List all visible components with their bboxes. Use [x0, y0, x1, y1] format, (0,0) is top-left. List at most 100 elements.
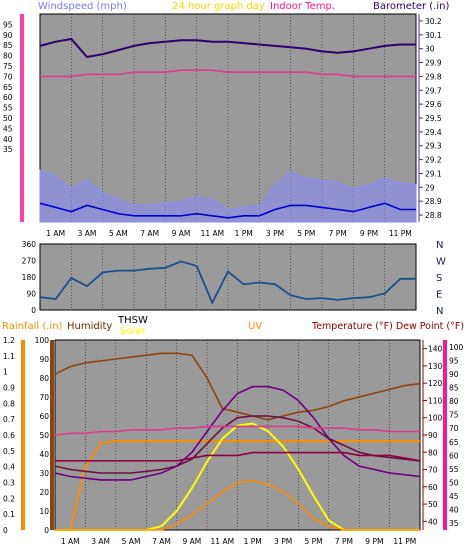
top-x-tick-label: 9 AM [172, 229, 191, 238]
top-x-tick-label: 5 AM [109, 229, 128, 238]
bottom-x-tick-label: 1 AM [61, 537, 80, 546]
temperature-tick-label: 90 [428, 431, 438, 440]
top-x-tick-label: 11 AM [201, 229, 225, 238]
thsw-label: THSW [117, 315, 148, 326]
top-plot-background [39, 13, 417, 223]
temperature-line [54, 415, 421, 474]
windspeed-tick-label: 90 [3, 31, 13, 40]
bottom-x-tick-label: 7 AM [152, 537, 171, 546]
barometer-axis-label: Barometer (.in) [373, 1, 449, 12]
barometer-tick-label: 29.8 [425, 72, 442, 81]
barometer-tick-label: 29.5 [425, 114, 442, 123]
dew-point-tick-label: 40 [449, 506, 459, 515]
dew-point-ticks: 35 40 45 50 55 60 65 70 75 80 85 90 95 100 [449, 343, 464, 528]
rainfall-tick-label: 0.3 [3, 479, 15, 488]
humidity-tick-label: 50 [39, 431, 49, 440]
humidity-axis-label: Humidity [67, 321, 112, 332]
barometer-tick-label: 30 [425, 45, 435, 54]
bottom-x-tick-label: 5 AM [122, 537, 141, 546]
bottom-series [54, 352, 421, 531]
top-x-tick-label: 11 PM [389, 229, 412, 238]
uv-line [55, 479, 420, 531]
bottom-x-tick-label: 3 AM [91, 537, 110, 546]
barometer-in-line [39, 37, 416, 59]
dew-point-tick-label: 50 [449, 479, 459, 488]
bottom-x-tick-label: 1 PM [244, 537, 262, 546]
rainfall-line [55, 440, 420, 531]
top-x-tick-label: 3 AM [78, 229, 97, 238]
temperature-tick-label: 100 [428, 414, 443, 423]
rainfall-tick-label: 0.9 [3, 384, 15, 393]
temp-dew-axis-label: Temperature (°F) Dew Point (°F) [311, 321, 464, 332]
bottom-x-tick-label: 11 PM [393, 537, 416, 546]
windspeed-tick-label: 85 [3, 41, 13, 50]
barometer-ticks: 28.8 28.9 29 29.1 29.2 29.3 29.4 29.5 29.6 29.7 29… [419, 17, 442, 220]
rainfall-tick-label: 1.2 [3, 336, 15, 345]
dew-point-tick-label: 95 [449, 356, 459, 365]
windspeed-tick-label: 80 [3, 52, 13, 61]
temperature-tick-label: 110 [428, 396, 443, 405]
rainfall-axis-label: Rainfall (.in) [2, 321, 63, 332]
top-x-tick-label: 1 AM [46, 229, 65, 238]
indoor-temp-line [54, 425, 420, 436]
dew-point-tick-label: 65 [449, 438, 459, 447]
rainfall-tick-label: 1.1 [3, 352, 15, 361]
temperature-tick-label: 80 [428, 448, 438, 457]
dew-point-tick-label: 70 [449, 424, 459, 433]
temperature-tick-label: 70 [428, 466, 438, 475]
rainfall-tick-label: 0.8 [3, 399, 15, 408]
bottom-panel: Rainfall (.in) Humidity Solar UV Tempera… [2, 321, 464, 546]
direction-compass-label: W [436, 257, 446, 268]
windspeed-tick-label: 45 [3, 124, 13, 133]
dew-point-tick-label: 85 [449, 384, 459, 393]
rainfall-tick-label: 0 [3, 526, 8, 535]
temperature-tick-label: 60 [428, 483, 438, 492]
windspeed-tick-label: 55 [3, 104, 13, 113]
barometer-tick-label: 29.4 [425, 128, 442, 137]
rainfall-tick-label: 0.1 [3, 510, 15, 519]
bottom-plot-background [54, 339, 421, 531]
dew-point-tick-label: 90 [449, 370, 459, 379]
top-x-tick-label: 7 AM [140, 229, 159, 238]
windspeed-tick-label: 50 [3, 114, 13, 123]
rainfall-tick-label: 0.6 [3, 431, 15, 440]
rainfall-tick-label: 1 [3, 368, 8, 377]
direction-series [39, 260, 416, 305]
temperature-tick-label: 40 [428, 517, 438, 526]
top-x-ticks: 1 AM 3 AM 5 AM 7 AM 9 AM 11 AM 1 PM 3 PM 5 PM 7 P… [46, 229, 412, 238]
indoor-temp-line [40, 69, 416, 78]
humidity-tick-label: 0 [44, 526, 49, 535]
humidity-ticks: 0 10 20 30 40 50 60 70 80 90 100 [35, 336, 50, 535]
barometer-tick-label: 30.2 [425, 17, 442, 26]
barometer-tick-label: 29 [425, 183, 435, 192]
humidity-tick-label: 70 [39, 393, 49, 402]
humidity-line [54, 352, 421, 421]
wind-direction-line [39, 260, 416, 305]
temperature-ticks: 40 50 60 70 80 90 100 110 120 130 140 [423, 345, 443, 526]
top-panel: Windspeed (mph) 24 hour graph day Indoor… [3, 1, 449, 238]
windspeed-tick-label: 70 [3, 72, 13, 81]
dew-point-tick-label: 45 [449, 492, 459, 501]
graph-title: 24 hour graph day [172, 1, 265, 12]
solar-axis-label: Solar [120, 326, 146, 337]
dew-point-tick-label: 80 [449, 397, 459, 406]
top-series [39, 37, 417, 223]
direction-degree-label: 90 [26, 290, 36, 299]
direction-compass-label: E [436, 290, 442, 301]
barometer-tick-label: 29.3 [425, 142, 442, 151]
humidity-tick-label: 10 [39, 507, 49, 516]
direction-degree-label: 180 [22, 273, 37, 282]
direction-degree-label: 360 [22, 240, 37, 249]
windspeed-axis-label: Windspeed (mph) [38, 1, 127, 12]
barometer-tick-label: 29.7 [425, 86, 442, 95]
windspeed-tick-label: 75 [3, 62, 13, 71]
windspeed-tick-label: 60 [3, 93, 13, 102]
uv-axis-label: UV [248, 321, 262, 332]
rainfall-tick-label: 0.5 [3, 447, 15, 456]
bottom-x-tick-label: 7 PM [335, 537, 353, 546]
bottom-x-ticks: 1 AM 3 AM 5 AM 7 AM 9 AM 11 AM 1 PM 3 PM 5 PM 7 P… [61, 537, 416, 546]
humidity-tick-label: 30 [39, 469, 49, 478]
direction-degree-label: 0 [31, 306, 36, 315]
top-x-tick-label: 3 PM [266, 229, 284, 238]
